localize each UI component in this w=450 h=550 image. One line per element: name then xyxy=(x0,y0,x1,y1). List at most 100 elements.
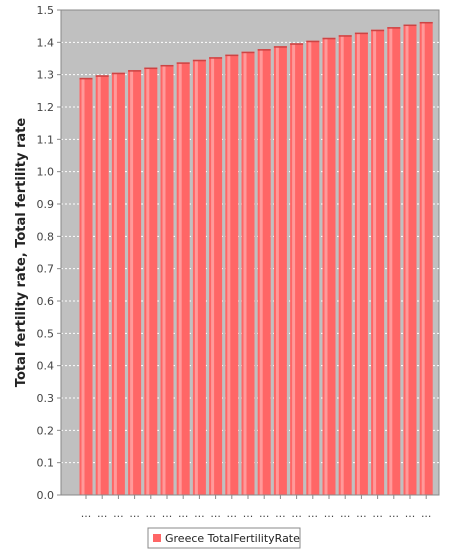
bar-body xyxy=(241,51,255,496)
bar-top-edge xyxy=(79,77,93,80)
bar xyxy=(111,72,125,495)
bar-body xyxy=(273,46,287,496)
bar-highlight xyxy=(146,67,150,495)
bar xyxy=(257,49,271,496)
bar-highlight xyxy=(373,29,377,496)
bar-highlight xyxy=(308,40,312,495)
x-tick-label: ... xyxy=(291,507,302,520)
y-tick-label: 0.5 xyxy=(37,327,55,340)
y-tick-label: 0.4 xyxy=(37,360,55,373)
bar-top-edge xyxy=(209,57,223,59)
bar-highlight xyxy=(275,46,279,496)
bar-top-edge xyxy=(257,49,271,51)
y-tick-label: 1.4 xyxy=(37,36,55,49)
x-tick-label: ... xyxy=(259,507,270,520)
bar xyxy=(144,67,158,495)
bar-highlight xyxy=(178,62,182,495)
bar-top-edge xyxy=(95,75,109,77)
y-axis-title: Total fertility rate, Total fertility ra… xyxy=(14,118,29,388)
bar-body xyxy=(306,40,320,495)
x-tick-label: ... xyxy=(324,507,335,520)
bar-top-edge xyxy=(322,37,336,40)
bar xyxy=(95,75,109,496)
bar-body xyxy=(160,64,174,495)
x-tick-label: ... xyxy=(97,507,108,520)
bar-top-edge xyxy=(225,54,239,57)
bar-top-edge xyxy=(290,43,304,45)
x-tick-label: ... xyxy=(129,507,140,520)
x-tick-label: ... xyxy=(405,507,416,520)
y-tick-label: 0.7 xyxy=(37,263,55,276)
x-tick-label: ... xyxy=(308,507,319,520)
x-tick-label: ... xyxy=(146,507,157,520)
bar-body xyxy=(387,27,401,496)
legend-box xyxy=(147,527,301,549)
bar xyxy=(79,77,93,496)
bar-top-edge xyxy=(387,27,401,29)
bar-body xyxy=(338,35,352,495)
bar xyxy=(128,70,142,495)
y-tick-label: 0.8 xyxy=(37,230,55,243)
x-axis: ........................................… xyxy=(61,494,439,520)
bar xyxy=(371,29,385,496)
x-tick-label: ... xyxy=(113,507,124,520)
bar-highlight xyxy=(292,43,296,495)
bar xyxy=(322,37,336,495)
bar-top-edge xyxy=(176,62,190,64)
bar-highlight xyxy=(243,51,247,496)
bar xyxy=(192,59,206,495)
bar-body xyxy=(209,57,223,495)
bar-body xyxy=(290,43,304,495)
legend: Greece TotalFertilityRate xyxy=(147,527,301,549)
x-tick-label: ... xyxy=(340,507,351,520)
bar-top-edge xyxy=(371,29,385,32)
bar xyxy=(419,21,433,496)
bar-top-edge xyxy=(144,67,158,70)
x-tick-label: ... xyxy=(275,507,286,520)
bar-body xyxy=(322,37,336,495)
y-tick-label: 0.6 xyxy=(37,295,55,308)
y-tick-label: 1.5 xyxy=(37,4,55,17)
bar-highlight xyxy=(227,54,231,496)
bar-body xyxy=(128,70,142,495)
bar-body xyxy=(79,77,93,496)
bar-highlight xyxy=(324,37,328,495)
bar xyxy=(225,54,239,496)
bar-highlight xyxy=(130,70,134,495)
bar-body xyxy=(192,59,206,495)
bar-top-edge xyxy=(273,46,287,48)
bar xyxy=(176,62,190,495)
bar-highlight xyxy=(405,24,409,496)
y-tick-label: 0.3 xyxy=(37,392,55,405)
bar xyxy=(338,35,352,495)
bar xyxy=(354,32,368,496)
bar-highlight xyxy=(389,27,393,496)
bar-body xyxy=(111,72,125,495)
bar-top-edge xyxy=(241,51,255,54)
bar-top-edge xyxy=(419,21,433,24)
bar-body xyxy=(144,67,158,495)
bar-top-edge xyxy=(160,64,174,67)
legend-swatch xyxy=(153,534,161,542)
y-tick-label: 0.9 xyxy=(37,198,55,211)
bar-top-edge xyxy=(192,59,206,62)
bar xyxy=(387,27,401,496)
x-tick-label: ... xyxy=(162,507,173,520)
bar-top-edge xyxy=(338,35,352,37)
bar-highlight xyxy=(340,35,344,495)
bar-body xyxy=(176,62,190,495)
bar-body xyxy=(225,54,239,496)
bar-body xyxy=(95,75,109,496)
x-tick-label: ... xyxy=(210,507,221,520)
x-tick-label: ... xyxy=(389,507,400,520)
bar xyxy=(241,51,255,496)
bar-body xyxy=(403,24,417,496)
x-tick-label: ... xyxy=(81,507,92,520)
x-tick-label: ... xyxy=(372,507,383,520)
y-tick-label: 0.0 xyxy=(37,489,55,502)
bar-series xyxy=(79,21,433,496)
bar-top-edge xyxy=(403,24,417,27)
bar-body xyxy=(419,21,433,496)
x-tick-label: ... xyxy=(243,507,254,520)
